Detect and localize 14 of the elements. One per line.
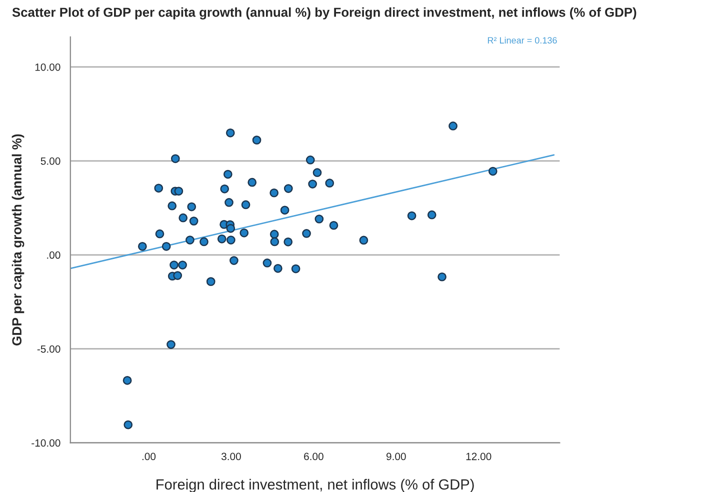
x-tick-label: 3.00	[221, 452, 241, 460]
y-axis-title: GDP per capita growth (annual %)	[12, 134, 24, 346]
x-axis-title: Foreign direct investment, net inflows (% of GDP)	[156, 478, 474, 492]
y-tick-label: 10.00	[35, 63, 60, 71]
annotation: R² Linear = 0.136	[488, 36, 557, 44]
y-tick-label: .00	[47, 251, 60, 259]
x-tick-label: 6.00	[304, 452, 324, 460]
y-tick-label: -5.00	[37, 345, 60, 353]
chart-title: Scatter Plot of GDP per capita growth (annual %) by Foreign direct investment, net inflows (% of GDP)	[12, 7, 636, 20]
x-tick-label: 9.00	[386, 452, 406, 460]
y-tick-label: 5.00	[40, 157, 60, 165]
x-tick-label: .00	[142, 452, 156, 460]
x-tick-label: 12.00	[466, 452, 492, 460]
y-tick-label: -10.00	[32, 439, 60, 447]
